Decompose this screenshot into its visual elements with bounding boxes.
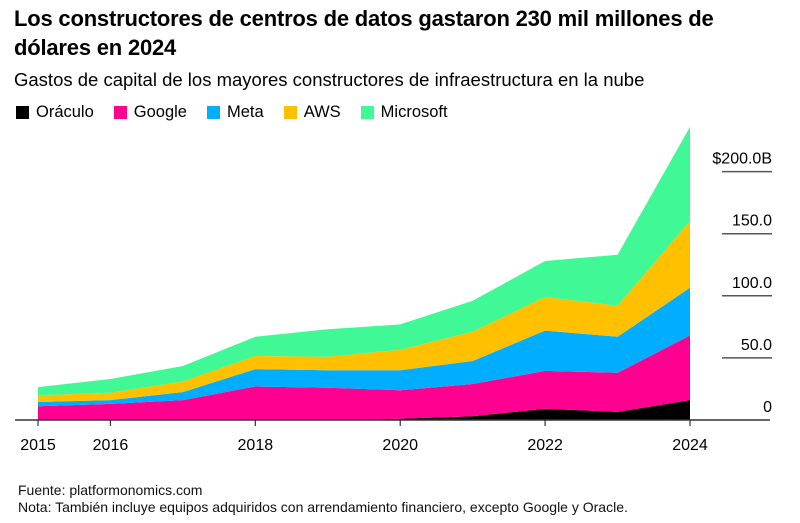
area-google — [38, 335, 690, 420]
footnote: Nota: También incluye equipos adquiridos… — [18, 499, 628, 515]
legend-label-aws: AWS — [303, 103, 341, 121]
legend-swatch-aws — [283, 105, 297, 119]
x-tick-label: 2024 — [672, 437, 708, 454]
legend-label-oracle: Oráculo — [36, 103, 94, 121]
y-tick-label: 100.0 — [732, 275, 772, 292]
area-or-culo — [38, 400, 690, 420]
legend-item-oracle: Oráculo — [16, 102, 94, 122]
y-tick-label: 50.0 — [741, 337, 772, 354]
legend-swatch-meta — [207, 105, 220, 119]
legend: Oráculo Google Meta AWS Microsoft — [16, 102, 468, 122]
x-tick-label: 2015 — [20, 437, 56, 454]
chart-subtitle: Gastos de capital de los mayores constru… — [14, 69, 645, 90]
y-tick-label: 150.0 — [732, 213, 772, 230]
source-note: Fuente: platformonomics.com — [18, 482, 203, 498]
legend-label-google: Google — [133, 103, 187, 121]
y-tick-label: 0 — [763, 399, 772, 416]
legend-label-microsoft: Microsoft — [380, 103, 448, 121]
x-tick-label: 2016 — [93, 437, 129, 454]
area-aws — [38, 221, 690, 402]
legend-item-meta: Meta — [207, 102, 264, 122]
y-tick-label: $200.0B — [712, 151, 772, 168]
legend-swatch-google — [113, 105, 127, 119]
area-layers — [38, 126, 690, 420]
x-tick-label: 2022 — [527, 437, 563, 454]
legend-item-microsoft: Microsoft — [360, 102, 448, 122]
legend-item-aws: AWS — [283, 102, 341, 122]
legend-swatch-microsoft — [360, 105, 374, 119]
chart-title: Los constructores de centros de datos ga… — [14, 6, 714, 60]
legend-item-google: Google — [113, 102, 187, 122]
area-meta — [38, 287, 690, 407]
legend-swatch-oracle — [16, 105, 29, 119]
x-axis: 2015 2016 2018 2020 2022 2024 — [15, 419, 770, 454]
y-axis: 0 50.0 100.0 150.0 $200.0B — [712, 151, 772, 416]
x-tick-label: 2018 — [238, 437, 274, 454]
legend-label-meta: Meta — [227, 103, 264, 121]
x-tick-label: 2020 — [382, 437, 418, 454]
area-microsoft — [38, 126, 690, 396]
